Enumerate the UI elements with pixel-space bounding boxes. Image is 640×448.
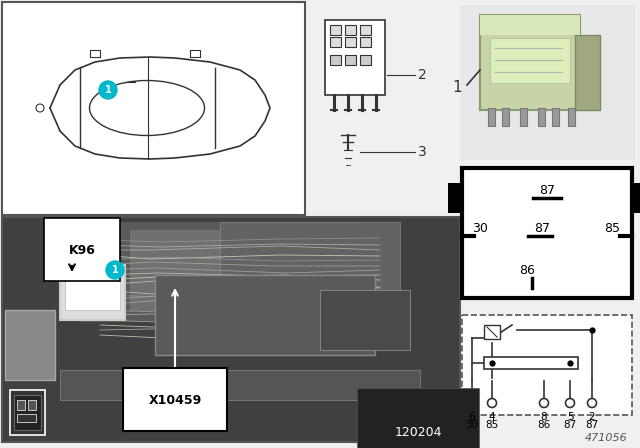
- Bar: [60, 370, 420, 400]
- Text: 3: 3: [418, 145, 427, 159]
- Bar: [28, 400, 36, 410]
- Bar: [538, 108, 545, 126]
- Bar: [65, 270, 120, 310]
- Bar: [2, 217, 460, 442]
- Bar: [330, 25, 341, 35]
- Bar: [345, 55, 356, 65]
- Bar: [462, 315, 632, 415]
- Bar: [220, 222, 400, 342]
- Text: 1: 1: [452, 81, 462, 95]
- Circle shape: [106, 261, 124, 279]
- Text: 86: 86: [538, 420, 550, 430]
- Bar: [130, 230, 370, 310]
- Circle shape: [488, 399, 497, 408]
- Text: 1: 1: [111, 265, 118, 275]
- Bar: [17, 400, 25, 410]
- Bar: [360, 55, 371, 65]
- Text: 8: 8: [541, 412, 547, 422]
- Text: 85: 85: [604, 221, 620, 234]
- Bar: [2, 2, 305, 215]
- FancyBboxPatch shape: [480, 15, 580, 110]
- Bar: [80, 222, 360, 322]
- Text: 87: 87: [534, 221, 550, 234]
- Bar: [630, 183, 640, 213]
- Bar: [345, 25, 356, 35]
- Bar: [575, 35, 600, 110]
- Bar: [460, 5, 635, 160]
- Bar: [330, 55, 341, 65]
- Text: 85: 85: [485, 420, 499, 430]
- Bar: [462, 168, 632, 298]
- Bar: [14, 395, 41, 430]
- Text: 5: 5: [566, 412, 573, 422]
- Bar: [484, 325, 500, 339]
- Circle shape: [540, 399, 548, 408]
- Bar: [360, 25, 371, 35]
- Text: 4: 4: [489, 412, 495, 422]
- Bar: [17, 414, 36, 422]
- Bar: [10, 390, 45, 435]
- Bar: [520, 108, 527, 126]
- Bar: [480, 15, 580, 35]
- Bar: [502, 108, 509, 126]
- Text: 87: 87: [539, 184, 555, 197]
- Bar: [448, 183, 464, 213]
- Bar: [330, 37, 341, 47]
- Bar: [320, 290, 410, 350]
- Bar: [568, 108, 575, 126]
- Bar: [360, 37, 371, 47]
- Circle shape: [566, 399, 575, 408]
- Text: 30: 30: [472, 221, 488, 234]
- Text: 30: 30: [465, 420, 479, 430]
- Bar: [325, 20, 385, 95]
- Bar: [552, 108, 559, 126]
- Text: 471056: 471056: [585, 433, 628, 443]
- Text: 6: 6: [468, 412, 476, 422]
- Text: 86: 86: [519, 263, 535, 276]
- Bar: [490, 38, 570, 83]
- Text: 87: 87: [563, 420, 577, 430]
- Bar: [5, 310, 55, 380]
- Bar: [345, 37, 356, 47]
- Text: K96: K96: [68, 244, 95, 257]
- Circle shape: [99, 81, 117, 99]
- Text: 1: 1: [104, 85, 111, 95]
- Bar: [488, 108, 495, 126]
- Bar: [155, 275, 375, 355]
- Text: 120204: 120204: [394, 426, 442, 439]
- Text: 2: 2: [589, 412, 595, 422]
- Bar: [484, 357, 578, 369]
- Circle shape: [588, 399, 596, 408]
- Text: 2: 2: [418, 68, 427, 82]
- Bar: [60, 265, 125, 320]
- Circle shape: [467, 399, 477, 408]
- Text: 87: 87: [586, 420, 598, 430]
- Text: X10459: X10459: [148, 393, 202, 406]
